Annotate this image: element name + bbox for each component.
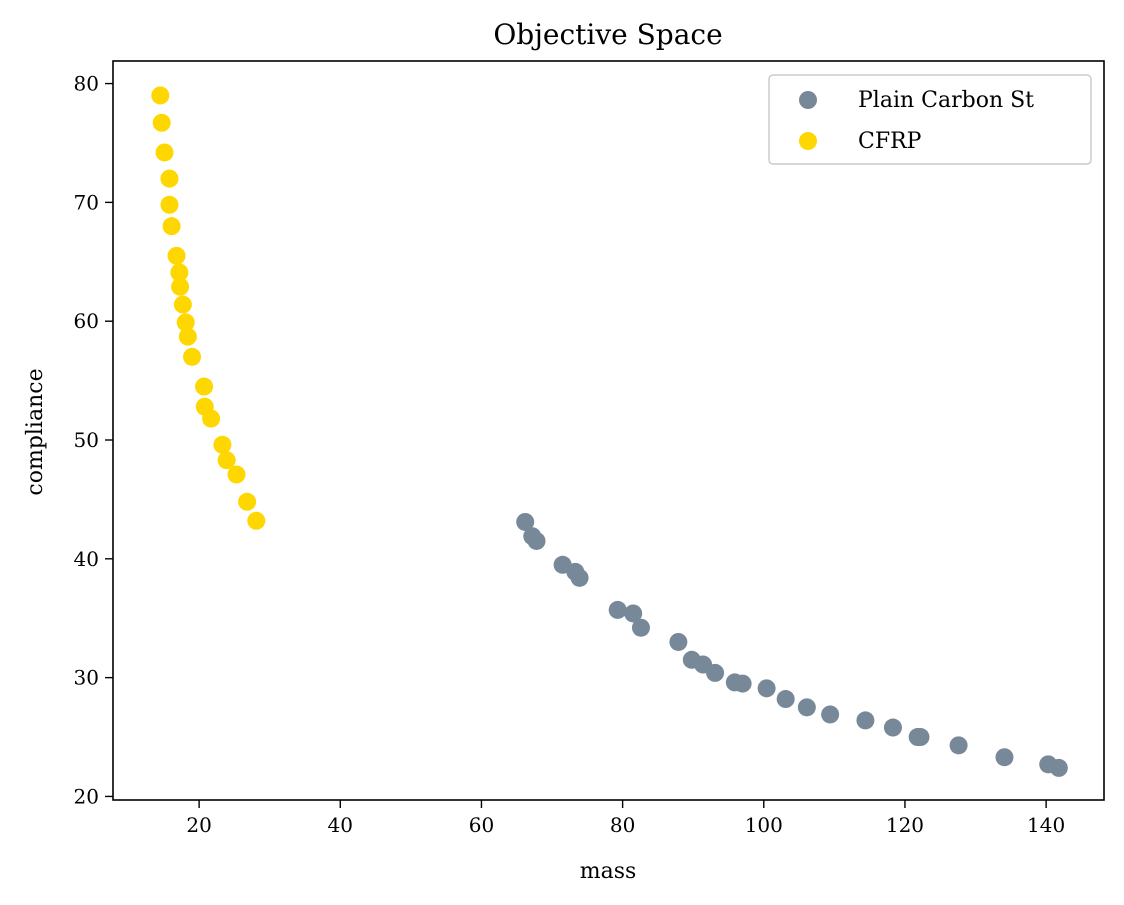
y-axis-ticks: 20 30 40 50 60 70 80 (74, 72, 113, 808)
data-point-cfrp (160, 169, 179, 188)
data-points (151, 86, 1068, 777)
chart-title: Objective Space (493, 18, 722, 51)
x-axis-ticks: 20 40 60 80 100 120 140 (186, 800, 1065, 837)
data-point-cfrp (202, 409, 221, 428)
x-tick-label: 40 (328, 813, 353, 837)
legend-label: Plain Carbon St (858, 88, 1034, 113)
data-point-cfrp (152, 113, 171, 132)
legend-marker (799, 91, 817, 109)
x-tick-label: 120 (886, 813, 924, 837)
data-point-plain-carbon-st (1049, 758, 1068, 777)
data-point-cfrp (183, 347, 202, 366)
data-point-cfrp (238, 492, 257, 511)
data-point-plain-carbon-st (995, 748, 1014, 767)
y-tick-label: 40 (74, 547, 99, 571)
data-point-cfrp (170, 263, 189, 282)
data-point-plain-carbon-st (516, 512, 535, 531)
data-point-plain-carbon-st (733, 674, 752, 693)
data-point-cfrp (151, 86, 170, 105)
data-point-cfrp (227, 465, 246, 484)
data-point-cfrp (173, 295, 192, 314)
y-tick-label: 30 (74, 666, 99, 690)
x-tick-label: 140 (1027, 813, 1065, 837)
data-point-cfrp (247, 511, 266, 530)
data-point-cfrp (195, 377, 214, 396)
x-tick-label: 80 (610, 813, 635, 837)
data-point-plain-carbon-st (776, 690, 795, 709)
x-tick-label: 60 (469, 813, 494, 837)
legend-marker (799, 132, 817, 150)
y-tick-label: 20 (74, 784, 99, 808)
data-point-cfrp (167, 246, 186, 265)
data-point-plain-carbon-st (757, 679, 776, 698)
data-point-plain-carbon-st (631, 618, 650, 637)
data-point-cfrp (160, 195, 179, 214)
data-point-plain-carbon-st (949, 736, 968, 755)
data-point-cfrp (171, 277, 190, 296)
data-point-cfrp (155, 143, 174, 162)
x-axis-label: mass (580, 859, 637, 884)
data-point-plain-carbon-st (527, 531, 546, 550)
data-point-plain-carbon-st (883, 718, 902, 737)
y-tick-label: 60 (74, 309, 99, 333)
y-axis-label: compliance (23, 368, 48, 495)
data-point-cfrp (213, 435, 232, 454)
data-point-plain-carbon-st (669, 632, 688, 651)
data-point-cfrp (162, 217, 181, 236)
data-point-cfrp (176, 313, 195, 332)
data-point-plain-carbon-st (570, 568, 589, 587)
legend-frame (768, 74, 1092, 165)
data-point-plain-carbon-st (797, 698, 816, 717)
data-point-plain-carbon-st (911, 728, 930, 747)
data-point-plain-carbon-st (706, 663, 725, 682)
data-point-plain-carbon-st (608, 600, 627, 619)
y-tick-label: 80 (74, 72, 99, 96)
data-point-plain-carbon-st (624, 604, 643, 623)
y-tick-label: 50 (74, 428, 99, 452)
y-tick-label: 70 (74, 190, 99, 214)
x-tick-label: 100 (745, 813, 783, 837)
data-point-cfrp (178, 327, 197, 346)
data-point-cfrp (217, 451, 236, 470)
legend: Plain Carbon St CFRP (768, 74, 1092, 165)
data-point-plain-carbon-st (821, 705, 840, 724)
legend-label: CFRP (858, 129, 922, 154)
plot-area (112, 60, 1105, 801)
x-tick-label: 20 (186, 813, 211, 837)
data-point-plain-carbon-st (856, 711, 875, 730)
